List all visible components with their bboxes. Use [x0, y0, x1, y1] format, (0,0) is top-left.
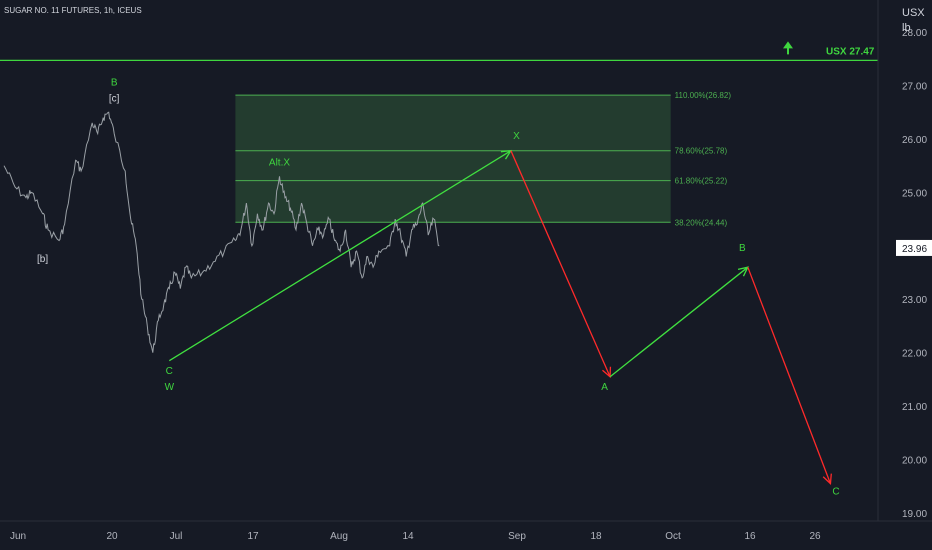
fib-retracement-zone[interactable]: 110.00%(26.82) 78.60%(25.78) 61.80%(25.22)… — [235, 91, 731, 227]
fib-level-label: 110.00%(26.82) — [675, 91, 732, 100]
price-tick-label: 25.00 — [902, 188, 927, 199]
wave-segment[interactable] — [609, 266, 749, 378]
price-tick-label: 21.00 — [902, 402, 927, 413]
fib-level-label: 61.80%(25.22) — [675, 177, 728, 186]
price-tick-label: 28.00 — [902, 28, 927, 39]
target-price-label: USX 27.47 — [826, 46, 875, 57]
price-tick-label: 26.00 — [902, 135, 927, 146]
wave-segment[interactable] — [747, 266, 832, 484]
time-tick-label: Jun — [10, 531, 26, 542]
price-series — [3, 111, 440, 353]
wave-label: Alt.X — [269, 158, 290, 169]
time-axis[interactable]: Jun 20 Jul 17 Aug 14 Sep 18 Oct 16 26 — [10, 531, 821, 542]
wave-arrowhead-icon — [737, 266, 749, 277]
price-tick-label: 22.00 — [902, 349, 927, 360]
fib-zone-fill — [235, 95, 671, 223]
wave-label: B — [111, 77, 118, 88]
time-tick-label: Sep — [508, 531, 526, 542]
time-tick-label: Aug — [330, 531, 348, 542]
wave-arrowhead-icon — [500, 149, 513, 160]
target-level[interactable]: USX 27.47 — [0, 41, 878, 62]
wave-label: W — [165, 382, 175, 393]
wave-arrowhead-icon — [822, 473, 832, 485]
time-tick-label: Jul — [170, 531, 183, 542]
price-tick-label: 19.00 — [902, 509, 927, 520]
current-price-badge[interactable] — [896, 239, 932, 256]
chart-title: SUGAR NO. 11 FUTURES, 1h, ICEUS — [4, 6, 142, 15]
price-tick-label: 20.00 — [902, 456, 927, 467]
time-tick-label: 26 — [809, 531, 821, 542]
wave-label: [c] — [109, 94, 120, 105]
time-tick-label: 16 — [744, 531, 756, 542]
price-tick-label: 23.00 — [902, 295, 927, 306]
wave-label: B — [739, 243, 746, 254]
unit-label-weight: lb — [902, 22, 911, 34]
wave-label: A — [601, 382, 608, 393]
time-tick-label: 20 — [106, 531, 118, 542]
time-tick-label: 18 — [590, 531, 602, 542]
time-tick-label: 14 — [402, 531, 414, 542]
wave-label: [b] — [37, 254, 48, 265]
up-arrow-icon — [783, 41, 793, 55]
unit-label-currency: USX — [902, 7, 925, 19]
fib-level-label: 78.60%(25.78) — [675, 147, 728, 156]
price-line — [3, 111, 440, 353]
wave-segment[interactable] — [168, 150, 512, 362]
price-tick-label: 27.00 — [902, 81, 927, 92]
time-tick-label: 17 — [247, 531, 259, 542]
wave-label: C — [832, 486, 839, 497]
wave-label: X — [513, 131, 520, 142]
current-price-label: 23.96 — [902, 244, 927, 255]
price-axis[interactable]: 19.0020.0021.0022.0023.0024.0025.0026.00… — [896, 28, 932, 520]
fib-level-label: 38.20%(24.44) — [675, 218, 728, 227]
wave-segment[interactable] — [510, 150, 611, 377]
time-tick-label: Oct — [665, 531, 681, 542]
wave-projection[interactable] — [168, 149, 832, 485]
wave-label: C — [166, 366, 173, 377]
